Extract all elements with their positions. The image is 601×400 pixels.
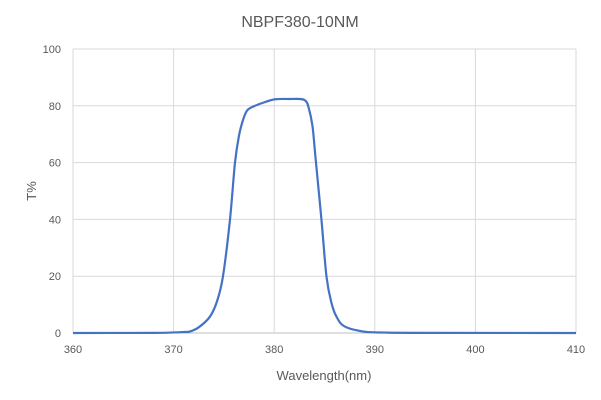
x-tick-label: 400 (466, 344, 484, 356)
y-tick-label: 40 (49, 214, 61, 226)
series (72, 97, 577, 335)
x-tick-label: 390 (366, 344, 384, 356)
y-tick-labels: 0 20 40 60 80 100 (43, 44, 61, 340)
x-tick-label: 360 (64, 344, 82, 356)
y-tick-label: 60 (49, 158, 61, 170)
y-tick-label: 20 (49, 271, 61, 283)
x-axis-label: Wavelength(nm) (277, 368, 372, 383)
x-tick-labels: 360 370 380 390 400 410 (64, 344, 585, 356)
x-tick-label: 380 (265, 344, 283, 356)
y-tick-label: 0 (55, 328, 61, 340)
chart-title: NBPF380-10NM (241, 14, 358, 31)
grid (72, 48, 577, 334)
x-tick-label: 370 (164, 344, 182, 356)
y-tick-label: 100 (43, 44, 61, 56)
x-tick-label: 410 (567, 344, 585, 356)
transmission-line (72, 97, 577, 335)
y-axis-label: T% (24, 181, 39, 201)
y-tick-label: 80 (49, 101, 61, 113)
